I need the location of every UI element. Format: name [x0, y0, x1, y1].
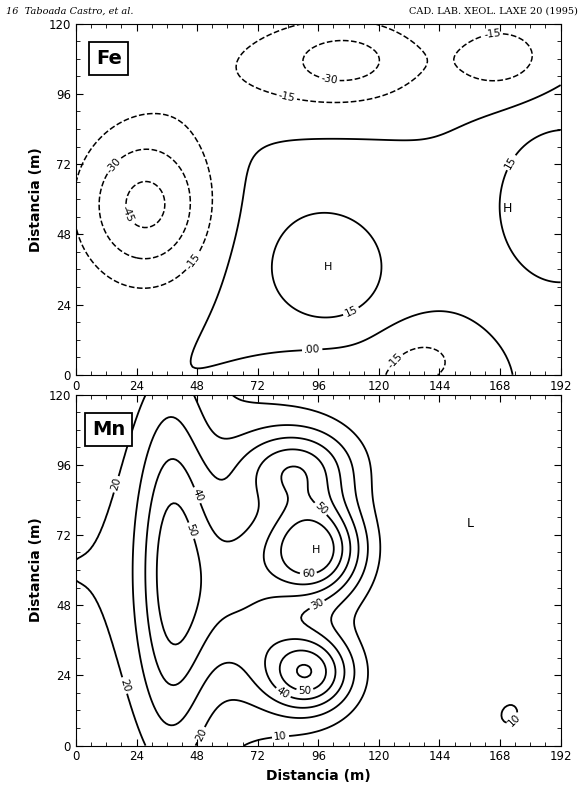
Text: -30: -30	[320, 73, 338, 86]
Y-axis label: Distancia (m): Distancia (m)	[29, 147, 43, 252]
Text: L: L	[466, 517, 473, 529]
Text: Mn: Mn	[92, 420, 126, 439]
X-axis label: Distancia (m): Distancia (m)	[266, 769, 371, 783]
Text: 50: 50	[185, 523, 199, 538]
Text: 10: 10	[273, 731, 287, 742]
Text: 20: 20	[118, 678, 131, 694]
Text: .00: .00	[304, 344, 321, 355]
Text: -15: -15	[184, 252, 202, 271]
Text: -15: -15	[385, 352, 405, 371]
Y-axis label: Distancia (m): Distancia (m)	[29, 518, 43, 623]
Text: -45: -45	[120, 204, 135, 224]
Text: 16  Taboada Castro, et al.: 16 Taboada Castro, et al.	[6, 6, 133, 15]
Text: -15: -15	[277, 91, 296, 104]
Text: 15: 15	[503, 154, 519, 170]
Text: H: H	[324, 261, 332, 271]
Text: 15: 15	[343, 305, 359, 319]
Text: 10: 10	[506, 712, 523, 728]
Text: -15: -15	[484, 28, 502, 40]
Text: H: H	[503, 201, 512, 215]
Text: 30: 30	[309, 597, 325, 612]
Text: 40: 40	[190, 488, 204, 503]
Text: 20: 20	[110, 477, 123, 492]
Text: 50: 50	[312, 501, 329, 517]
Text: 20: 20	[194, 727, 208, 742]
Text: CAD. LAB. XEOL. LAXE 20 (1995): CAD. LAB. XEOL. LAXE 20 (1995)	[409, 6, 578, 15]
Text: H: H	[312, 544, 320, 555]
X-axis label: Distancia (m): Distancia (m)	[266, 398, 371, 412]
Text: 40: 40	[274, 686, 291, 701]
Text: 50: 50	[298, 686, 311, 696]
Text: 60: 60	[301, 569, 315, 579]
Text: -30: -30	[104, 155, 123, 175]
Text: Fe: Fe	[96, 49, 121, 69]
